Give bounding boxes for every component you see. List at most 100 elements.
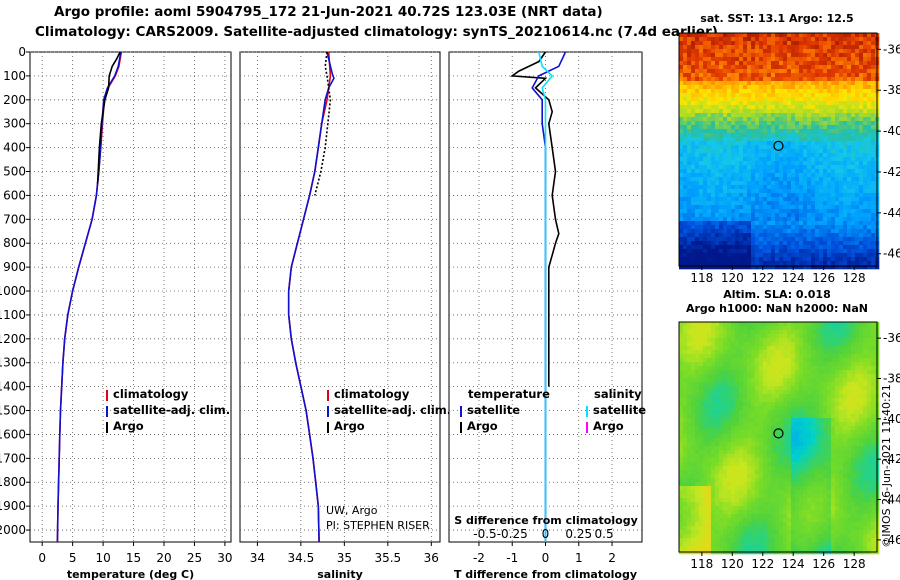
- map-cell: [795, 161, 800, 166]
- map-cell: [839, 181, 844, 186]
- map-cell: [711, 454, 716, 459]
- map-cell: [799, 398, 804, 403]
- map-cell: [823, 61, 828, 66]
- map-cell: [843, 338, 848, 343]
- x-tick-label: 126: [812, 271, 835, 285]
- map-cell: [723, 49, 728, 54]
- map-cell: [783, 370, 788, 375]
- map-cell: [807, 121, 812, 126]
- map-cell: [687, 446, 692, 451]
- map-cell: [711, 418, 716, 423]
- map-cell: [767, 201, 772, 206]
- map-cell: [823, 221, 828, 226]
- map-cell: [715, 362, 720, 367]
- map-cell: [727, 85, 732, 90]
- map-cell: [843, 322, 848, 327]
- map-cell: [763, 121, 768, 126]
- map-cell: [803, 370, 808, 375]
- map-cell: [783, 338, 788, 343]
- map-cell: [827, 442, 832, 447]
- map-cell: [843, 374, 848, 379]
- map-cell: [763, 398, 768, 403]
- map-cell: [759, 253, 764, 258]
- map-cell: [771, 173, 776, 178]
- map-cell: [723, 346, 728, 351]
- map-cell: [867, 213, 872, 218]
- map-cell: [827, 390, 832, 395]
- map-cell: [679, 438, 684, 443]
- map-cell: [831, 93, 836, 98]
- map-cell: [847, 390, 852, 395]
- map-cell: [823, 157, 828, 162]
- map-cell: [707, 209, 712, 214]
- map-cell: [819, 402, 824, 407]
- map-cell: [807, 245, 812, 250]
- map-cell: [867, 338, 872, 343]
- map-cell: [755, 342, 760, 347]
- map-cell: [871, 257, 876, 262]
- map-cell: [855, 161, 860, 166]
- x-tick-label-salinity: -0.25: [497, 527, 528, 541]
- map-cell: [819, 462, 824, 467]
- map-cell: [803, 346, 808, 351]
- map-cell: [739, 201, 744, 206]
- map-cell: [839, 121, 844, 126]
- map-cell: [835, 253, 840, 258]
- map-cell: [751, 430, 756, 435]
- map-cell: [787, 338, 792, 343]
- map-cell: [715, 209, 720, 214]
- map-cell: [775, 406, 780, 411]
- map-cell: [727, 53, 732, 58]
- map-cell: [763, 49, 768, 54]
- map-cell: [871, 249, 876, 254]
- map-cell: [739, 213, 744, 218]
- map-cell: [791, 233, 796, 238]
- map-cell: [751, 121, 756, 126]
- map-cell: [687, 141, 692, 146]
- map-cell: [707, 193, 712, 198]
- map-cell: [815, 141, 820, 146]
- map-cell: [767, 209, 772, 214]
- map-cell: [747, 153, 752, 158]
- map-cell: [807, 153, 812, 158]
- map-cell: [831, 382, 836, 387]
- map-cell: [771, 330, 776, 335]
- map-cell: [743, 342, 748, 347]
- map-cell: [719, 362, 724, 367]
- map-cell: [703, 245, 708, 250]
- map-cell: [823, 73, 828, 78]
- map-cell: [727, 350, 732, 355]
- map-cell: [779, 265, 784, 270]
- map-cell: [783, 422, 788, 427]
- map-cell: [691, 362, 696, 367]
- map-cell: [783, 201, 788, 206]
- map-cell: [835, 338, 840, 343]
- map-cell: [771, 430, 776, 435]
- map-cell: [747, 370, 752, 375]
- map-cell: [683, 458, 688, 463]
- map-cell: [823, 346, 828, 351]
- map-cell: [683, 109, 688, 114]
- map-cell: [779, 185, 784, 190]
- map-cell: [851, 49, 856, 54]
- map-cell: [719, 73, 724, 78]
- map-cell: [811, 69, 816, 74]
- map-cell: [739, 117, 744, 122]
- legend-label: Argo: [593, 419, 624, 433]
- map-cell: [743, 249, 748, 254]
- map-cell: [803, 61, 808, 66]
- map-cell: [847, 422, 852, 427]
- map-cell: [815, 334, 820, 339]
- map-cell: [759, 157, 764, 162]
- map-cell: [871, 390, 876, 395]
- map-cell: [751, 366, 756, 371]
- map-cell: [699, 177, 704, 182]
- map-cell: [759, 73, 764, 78]
- map-cell: [847, 133, 852, 138]
- map-cell: [751, 41, 756, 46]
- map-cell: [679, 101, 684, 106]
- map-cell: [767, 37, 772, 42]
- map-cell: [839, 442, 844, 447]
- map-cell: [711, 117, 716, 122]
- map-cell: [815, 65, 820, 70]
